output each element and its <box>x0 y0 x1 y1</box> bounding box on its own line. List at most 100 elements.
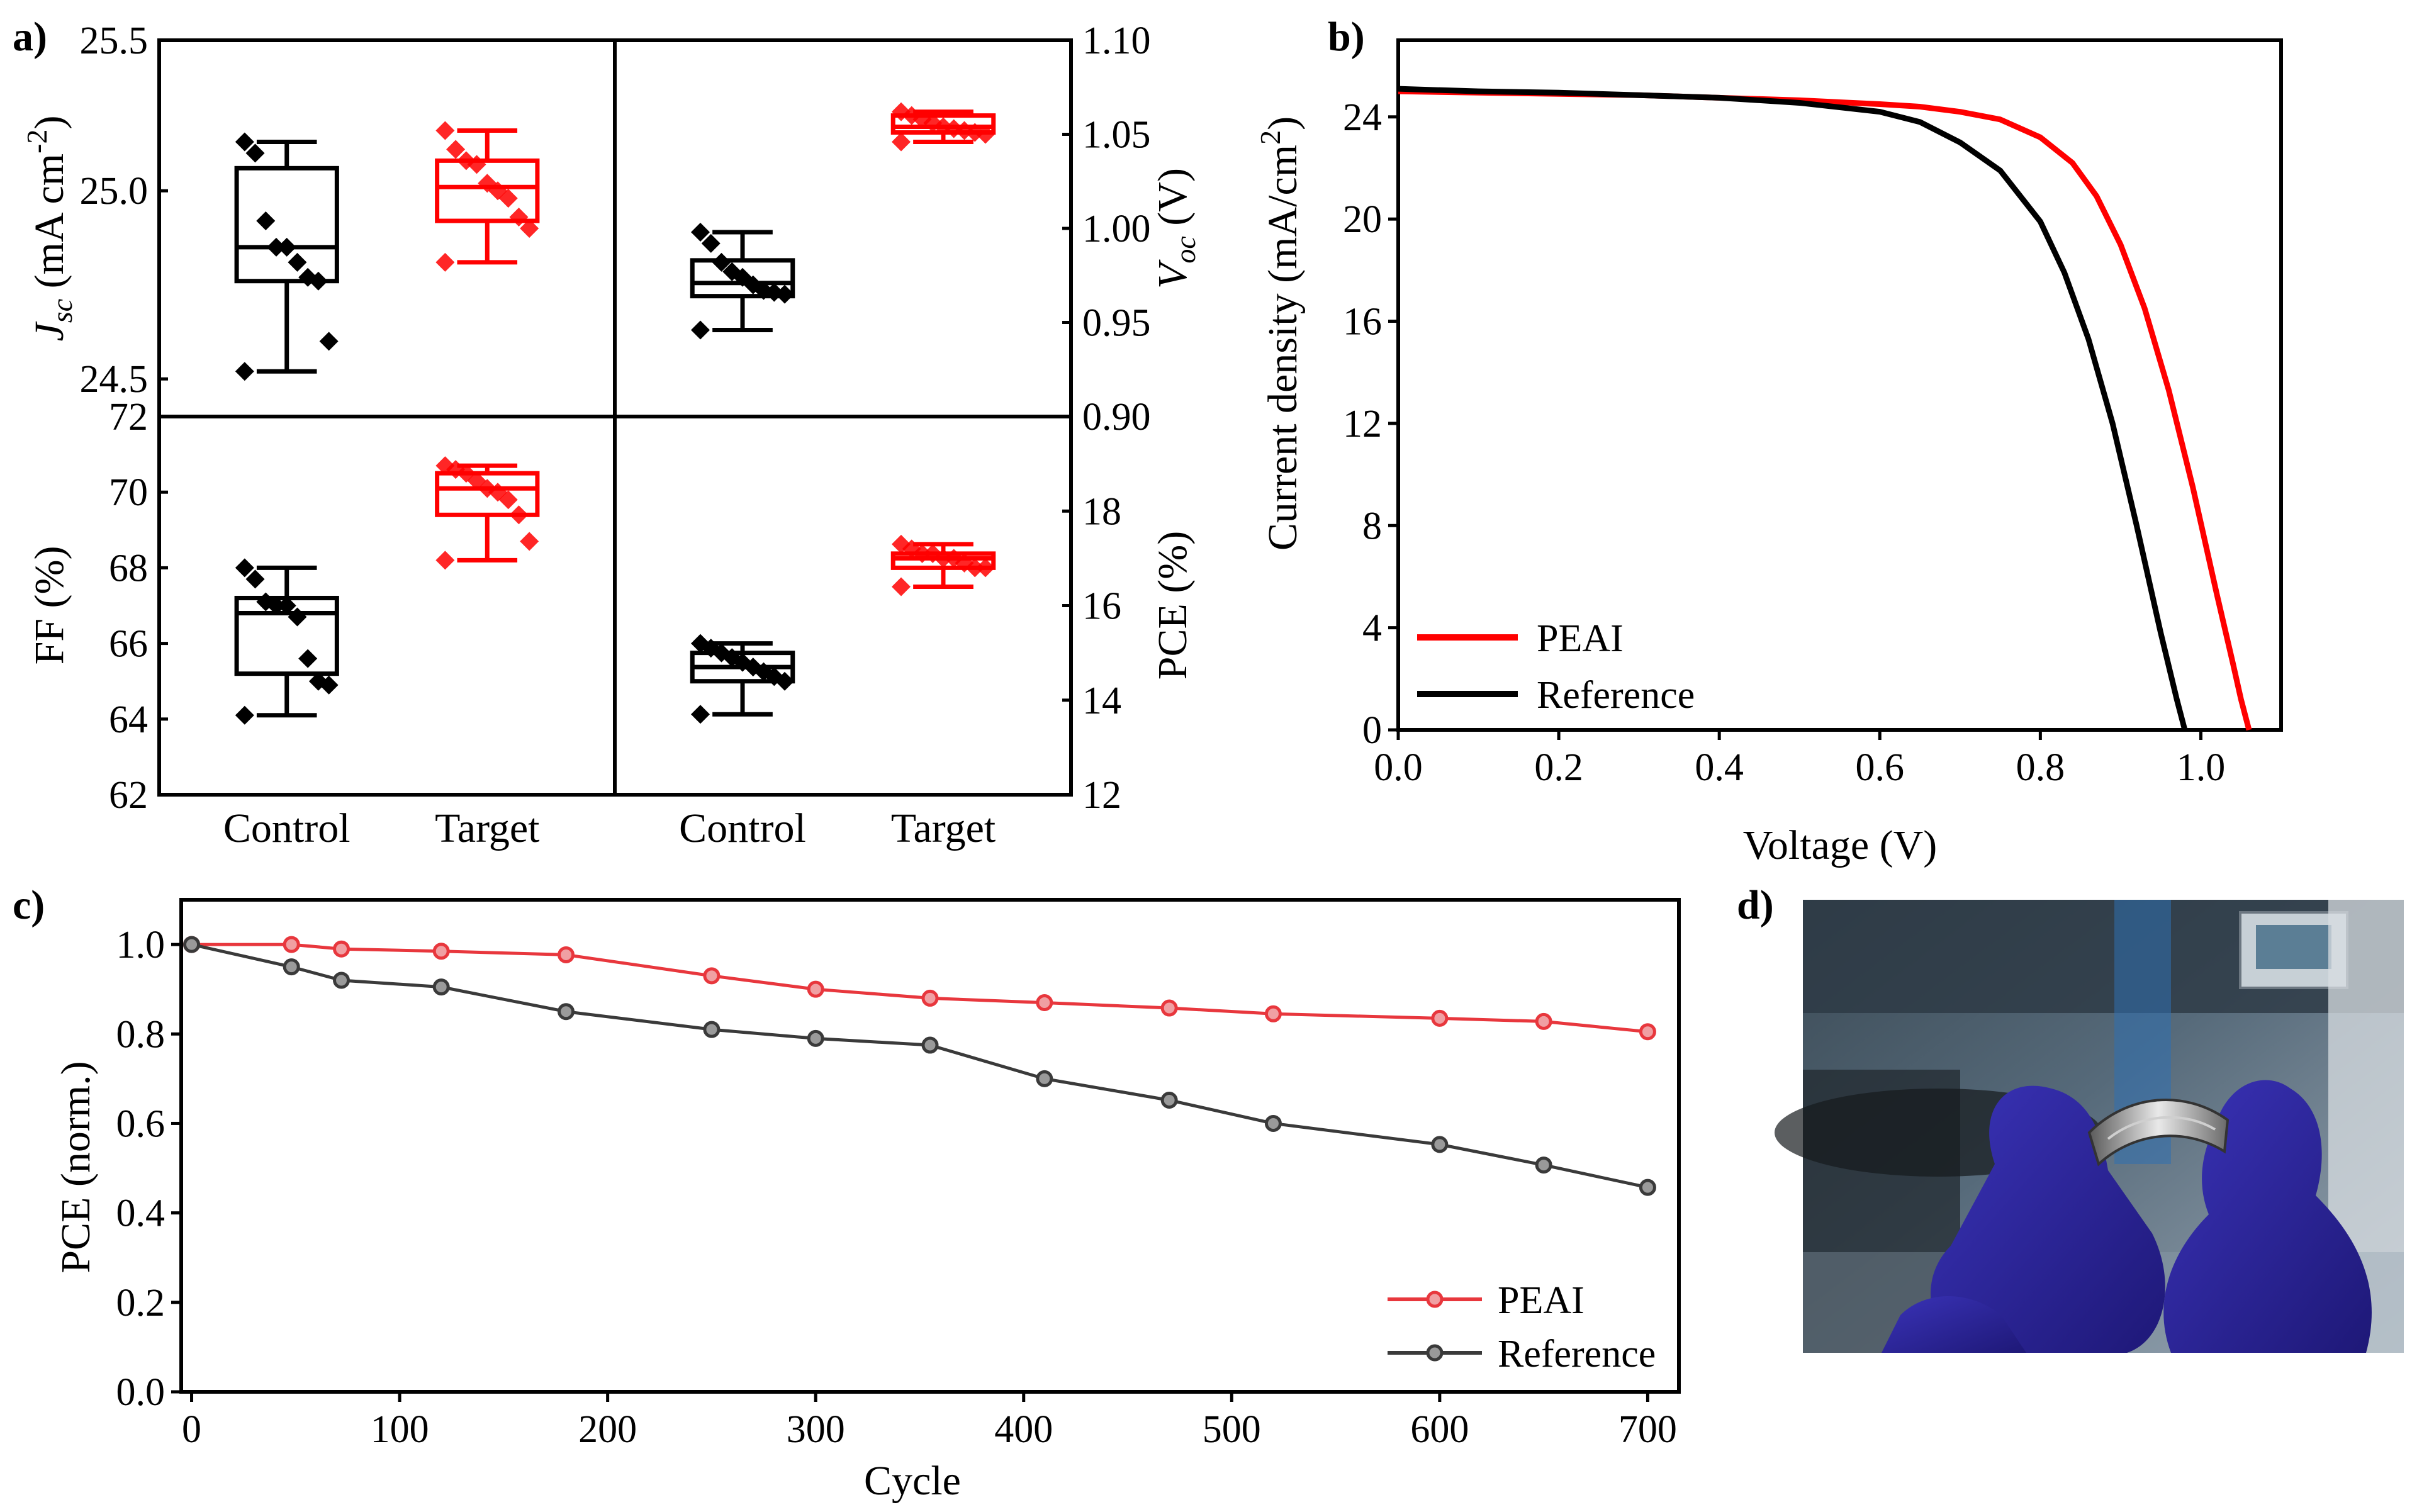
box <box>234 165 339 284</box>
panel-a-label: a) <box>13 14 47 60</box>
data-point <box>432 943 450 960</box>
data-point <box>288 607 307 627</box>
data-point <box>975 558 995 578</box>
data-point <box>921 1036 939 1054</box>
data-point <box>308 271 328 291</box>
data-point <box>333 972 351 989</box>
data-point <box>235 705 254 725</box>
data-point <box>256 211 276 231</box>
x-tick-label: 0.4 <box>1695 746 1744 789</box>
data-point <box>277 596 296 615</box>
x-tick-label: 200 <box>578 1408 637 1451</box>
y-tick-label: 70 <box>109 471 148 514</box>
x-tick-label: 0.8 <box>2016 746 2065 789</box>
cycle-stability-plot: 0 100 200 300 400 500 600 700 0.0 0.2 0.4 0.6 0.8 1.0 <box>116 898 1681 1451</box>
y-tick-label: 1.05 <box>1082 114 1151 157</box>
series-line-reference <box>191 943 1648 1189</box>
jv-legend: PEAI Reference <box>1417 617 1695 717</box>
data-point <box>319 332 339 351</box>
data-point <box>1264 1114 1282 1132</box>
data-point <box>435 551 455 570</box>
jv-curve-plot: 0.0 0.2 0.4 0.6 0.8 1.0 0 4 8 12 16 20 24 <box>1343 38 2283 789</box>
plot-frame <box>1396 38 2283 732</box>
y-tick-label: 1.00 <box>1082 208 1151 250</box>
x-tick-label: 300 <box>787 1408 845 1451</box>
data-point <box>1639 1023 1656 1041</box>
x-tick-label: 0.6 <box>1856 746 1905 789</box>
data-point <box>691 705 710 724</box>
data-point <box>775 671 794 691</box>
panel-a-frame <box>157 38 1073 797</box>
x-tick-label: 600 <box>1410 1408 1469 1451</box>
box <box>690 258 795 299</box>
y-tick-label: 16 <box>1082 585 1121 628</box>
data-point <box>266 596 286 615</box>
data-point <box>1535 1012 1552 1030</box>
data-point <box>1639 1179 1656 1196</box>
y-tick-label: 68 <box>109 547 148 590</box>
data-point <box>283 958 300 976</box>
cycle-legend: PEAI Reference <box>1388 1279 1656 1375</box>
legend-peai-c-marker <box>1426 1291 1444 1308</box>
data-point <box>183 936 201 953</box>
data-point <box>283 936 300 953</box>
y-tick-label: 16 <box>1343 301 1382 344</box>
data-point <box>235 362 254 381</box>
box-plot-voc: 0.90 0.95 1.00 1.05 1.10 <box>690 20 1151 439</box>
legend-reference-label: Reference <box>1537 674 1695 717</box>
jsc-axis-label: Jsc (mA cm-2) <box>21 116 78 342</box>
y-tick-label: 25.5 <box>80 20 149 62</box>
data-point <box>298 649 318 668</box>
data-point <box>520 532 539 551</box>
y-tick-label: 8 <box>1362 505 1382 547</box>
data-point <box>1431 1009 1449 1027</box>
data-point <box>892 577 911 596</box>
x-tick-label: 1.0 <box>2177 746 2226 789</box>
ff-axis-label: FF (%) <box>26 546 72 665</box>
y-tick-label: 72 <box>109 396 148 439</box>
data-point <box>245 143 265 163</box>
data-point <box>975 125 995 144</box>
box-plot-ff: 62 64 66 68 70 72 Control Target <box>109 396 539 851</box>
legend-peai-label: PEAI <box>1537 617 1624 660</box>
data-point <box>965 558 985 578</box>
data-point <box>807 980 824 998</box>
data-point <box>703 967 721 985</box>
data-point <box>1160 1091 1178 1109</box>
data-point <box>703 1021 721 1038</box>
x-category-label: Control <box>679 805 806 851</box>
data-point <box>435 121 455 140</box>
data-point <box>446 140 466 159</box>
panel-c-label: c) <box>13 882 45 928</box>
legend-reference-c-marker <box>1426 1344 1444 1362</box>
y-tick-label: 20 <box>1343 198 1382 241</box>
legend-peai-c-label: PEAI <box>1498 1279 1585 1322</box>
voltage-axis-label: Voltage (V) <box>1743 822 1938 868</box>
box-plot-jsc: 24.5 25.0 25.5 <box>80 20 540 401</box>
x-tick-label: 400 <box>994 1408 1053 1451</box>
data-point <box>498 490 518 510</box>
y-tick-label: 24.5 <box>80 358 149 401</box>
data-point <box>892 132 911 152</box>
data-point <box>498 189 518 208</box>
x-tick-label: 100 <box>371 1408 429 1451</box>
data-point <box>1264 1005 1282 1022</box>
y-tick-label: 62 <box>109 774 148 817</box>
pce-axis-label: PCE (%) <box>1150 531 1196 680</box>
y-tick-label: 0.8 <box>116 1013 165 1056</box>
data-point <box>235 558 254 578</box>
data-point <box>509 505 529 525</box>
data-point <box>277 237 296 257</box>
y-tick-label: 25.0 <box>80 170 149 213</box>
y-tick-label: 0.90 <box>1082 396 1151 439</box>
series-line-peai <box>191 943 1648 1034</box>
y-tick-label: 14 <box>1082 680 1121 722</box>
data-point <box>432 978 450 996</box>
flexible-device-photo <box>1775 900 2404 1353</box>
series-line-peai <box>1398 88 2252 731</box>
data-point <box>245 569 265 589</box>
x-tick-label: 0.2 <box>1534 746 1583 789</box>
data-point <box>921 989 939 1007</box>
box <box>435 158 540 223</box>
pce-norm-axis-label: PCE (norm.) <box>53 1061 99 1273</box>
